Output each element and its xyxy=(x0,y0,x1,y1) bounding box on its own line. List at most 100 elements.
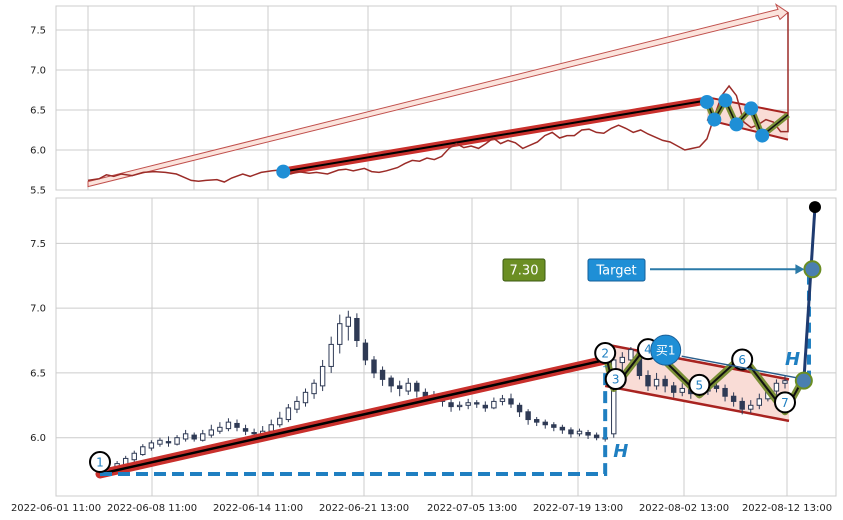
candle-up xyxy=(756,398,763,406)
candle-down xyxy=(165,441,172,444)
top-pivot-marker xyxy=(707,112,722,127)
trendline-black xyxy=(99,358,606,476)
buy-marker-pointer xyxy=(681,355,797,379)
bottom-y-tick-label: 7.0 xyxy=(30,304,46,315)
candle-down xyxy=(525,411,531,421)
bottom-panel-frame xyxy=(55,197,837,497)
top-pivot-marker xyxy=(744,101,759,116)
candle-up xyxy=(200,433,206,441)
pattern-point-label: 3 xyxy=(612,373,620,387)
candle-down xyxy=(670,385,677,393)
candle-down xyxy=(251,432,257,435)
candle-up xyxy=(319,365,326,387)
x-tick-label: 2022-06-14 11:00 xyxy=(213,503,303,514)
target-arrow-head xyxy=(795,264,805,275)
pattern-point-label: 5 xyxy=(696,378,704,392)
candle-up xyxy=(217,426,223,432)
candle-up xyxy=(328,343,334,367)
pattern-point-label: 4 xyxy=(644,343,652,357)
candle-up xyxy=(208,429,215,436)
candle-down xyxy=(593,434,600,439)
candle-down xyxy=(713,385,720,389)
candle-down xyxy=(739,400,745,410)
height-label-left: H xyxy=(613,441,628,462)
pattern-point-circle xyxy=(89,450,111,473)
candle-up xyxy=(499,398,506,402)
candle-down xyxy=(722,387,728,397)
bottom-y-tick-label: 6.0 xyxy=(30,433,46,444)
candle-down xyxy=(414,382,420,392)
top-price-line xyxy=(87,12,789,183)
candle-up xyxy=(653,378,660,387)
candle-down xyxy=(388,377,394,387)
candle-up xyxy=(174,437,180,445)
candle-up xyxy=(619,356,626,364)
top-y-tick-label: 7.5 xyxy=(30,26,46,37)
candle-down xyxy=(242,428,249,432)
price-box-label: 7.30 xyxy=(510,264,539,279)
candle-down xyxy=(542,421,548,426)
height-measure-dashed xyxy=(100,366,608,476)
candle-down xyxy=(362,342,369,361)
candle-up xyxy=(157,439,163,445)
candle-down xyxy=(448,402,454,408)
candle-up xyxy=(491,400,497,409)
bottom-y-tick-label: 7.5 xyxy=(30,239,46,250)
candle-down xyxy=(533,419,540,423)
candle-up xyxy=(465,402,471,406)
pattern-point-label: 2 xyxy=(601,347,609,361)
top-trendline-black xyxy=(283,99,708,173)
candle-down xyxy=(662,378,668,387)
top-pivot-marker xyxy=(729,117,744,132)
spike-top-marker xyxy=(808,201,821,214)
top-y-tick-label: 5.5 xyxy=(30,186,46,197)
candle-down xyxy=(508,398,514,405)
candle-up xyxy=(782,380,788,384)
x-tick-label: 2022-06-21 13:00 xyxy=(319,503,409,514)
candle-up xyxy=(311,382,317,395)
pattern-point-circle xyxy=(731,348,754,371)
x-tick-label: 2022-06-08 11:00 xyxy=(107,503,197,514)
candle-down xyxy=(474,402,480,405)
candle-down xyxy=(234,422,240,428)
target-marker xyxy=(803,260,822,279)
buy-marker-label: 买1 xyxy=(656,344,676,358)
pattern-point-circle xyxy=(688,373,711,396)
candle-down xyxy=(354,317,360,342)
x-axis-labels: 2022-06-01 11:00 2022-06-08 11:00 2022-06-… xyxy=(11,503,832,514)
candle-up xyxy=(679,387,685,393)
price-box xyxy=(502,258,546,282)
x-tick-label: 2022-07-19 13:00 xyxy=(533,503,623,514)
pattern-point-label: 1 xyxy=(96,455,104,469)
target-box-label: Target xyxy=(595,264,636,279)
candle-up xyxy=(345,316,352,327)
candle-up xyxy=(131,452,137,461)
top-y-tick-label: 7.0 xyxy=(30,66,46,77)
x-tick-label: 2022-07-05 13:00 xyxy=(427,503,517,514)
breakout-marker xyxy=(794,371,813,390)
pattern-point-circle xyxy=(774,391,796,414)
candle-up xyxy=(576,430,583,435)
channel-lower-line xyxy=(604,384,790,423)
target-box xyxy=(587,258,646,282)
candle-up xyxy=(268,424,274,432)
x-tick-label: 2022-08-02 13:00 xyxy=(639,503,729,514)
bottom-y-tick-label: 6.5 xyxy=(30,368,46,379)
candle-up xyxy=(611,359,617,435)
top-pivot-marker xyxy=(755,128,770,143)
candle-up xyxy=(225,421,232,430)
top-pivot-marker xyxy=(276,164,291,179)
pattern-point-circle xyxy=(594,342,617,364)
buy-marker-circle xyxy=(650,334,682,366)
candle-down xyxy=(191,434,197,440)
candle-down xyxy=(585,432,591,436)
candle-down xyxy=(482,404,489,409)
candle-up xyxy=(294,400,300,410)
candle-up xyxy=(148,442,155,449)
top-panel: 5.5 6.0 6.5 7.0 7.5 xyxy=(30,3,837,197)
breakout-spike xyxy=(802,206,817,381)
candle-down xyxy=(371,359,377,374)
top-pivot-marker xyxy=(718,93,733,108)
candle-up xyxy=(628,349,634,361)
